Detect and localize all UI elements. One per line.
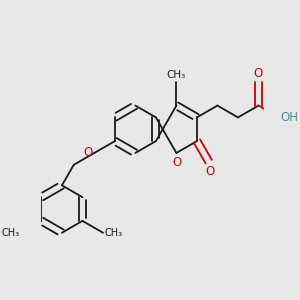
Text: CH₃: CH₃ — [104, 228, 122, 238]
Text: O: O — [254, 67, 263, 80]
Text: O: O — [172, 156, 182, 169]
Text: O: O — [205, 165, 214, 178]
Text: OH: OH — [280, 111, 298, 124]
Text: CH₃: CH₃ — [167, 70, 186, 80]
Text: CH₃: CH₃ — [2, 228, 20, 238]
Text: O: O — [83, 146, 93, 159]
